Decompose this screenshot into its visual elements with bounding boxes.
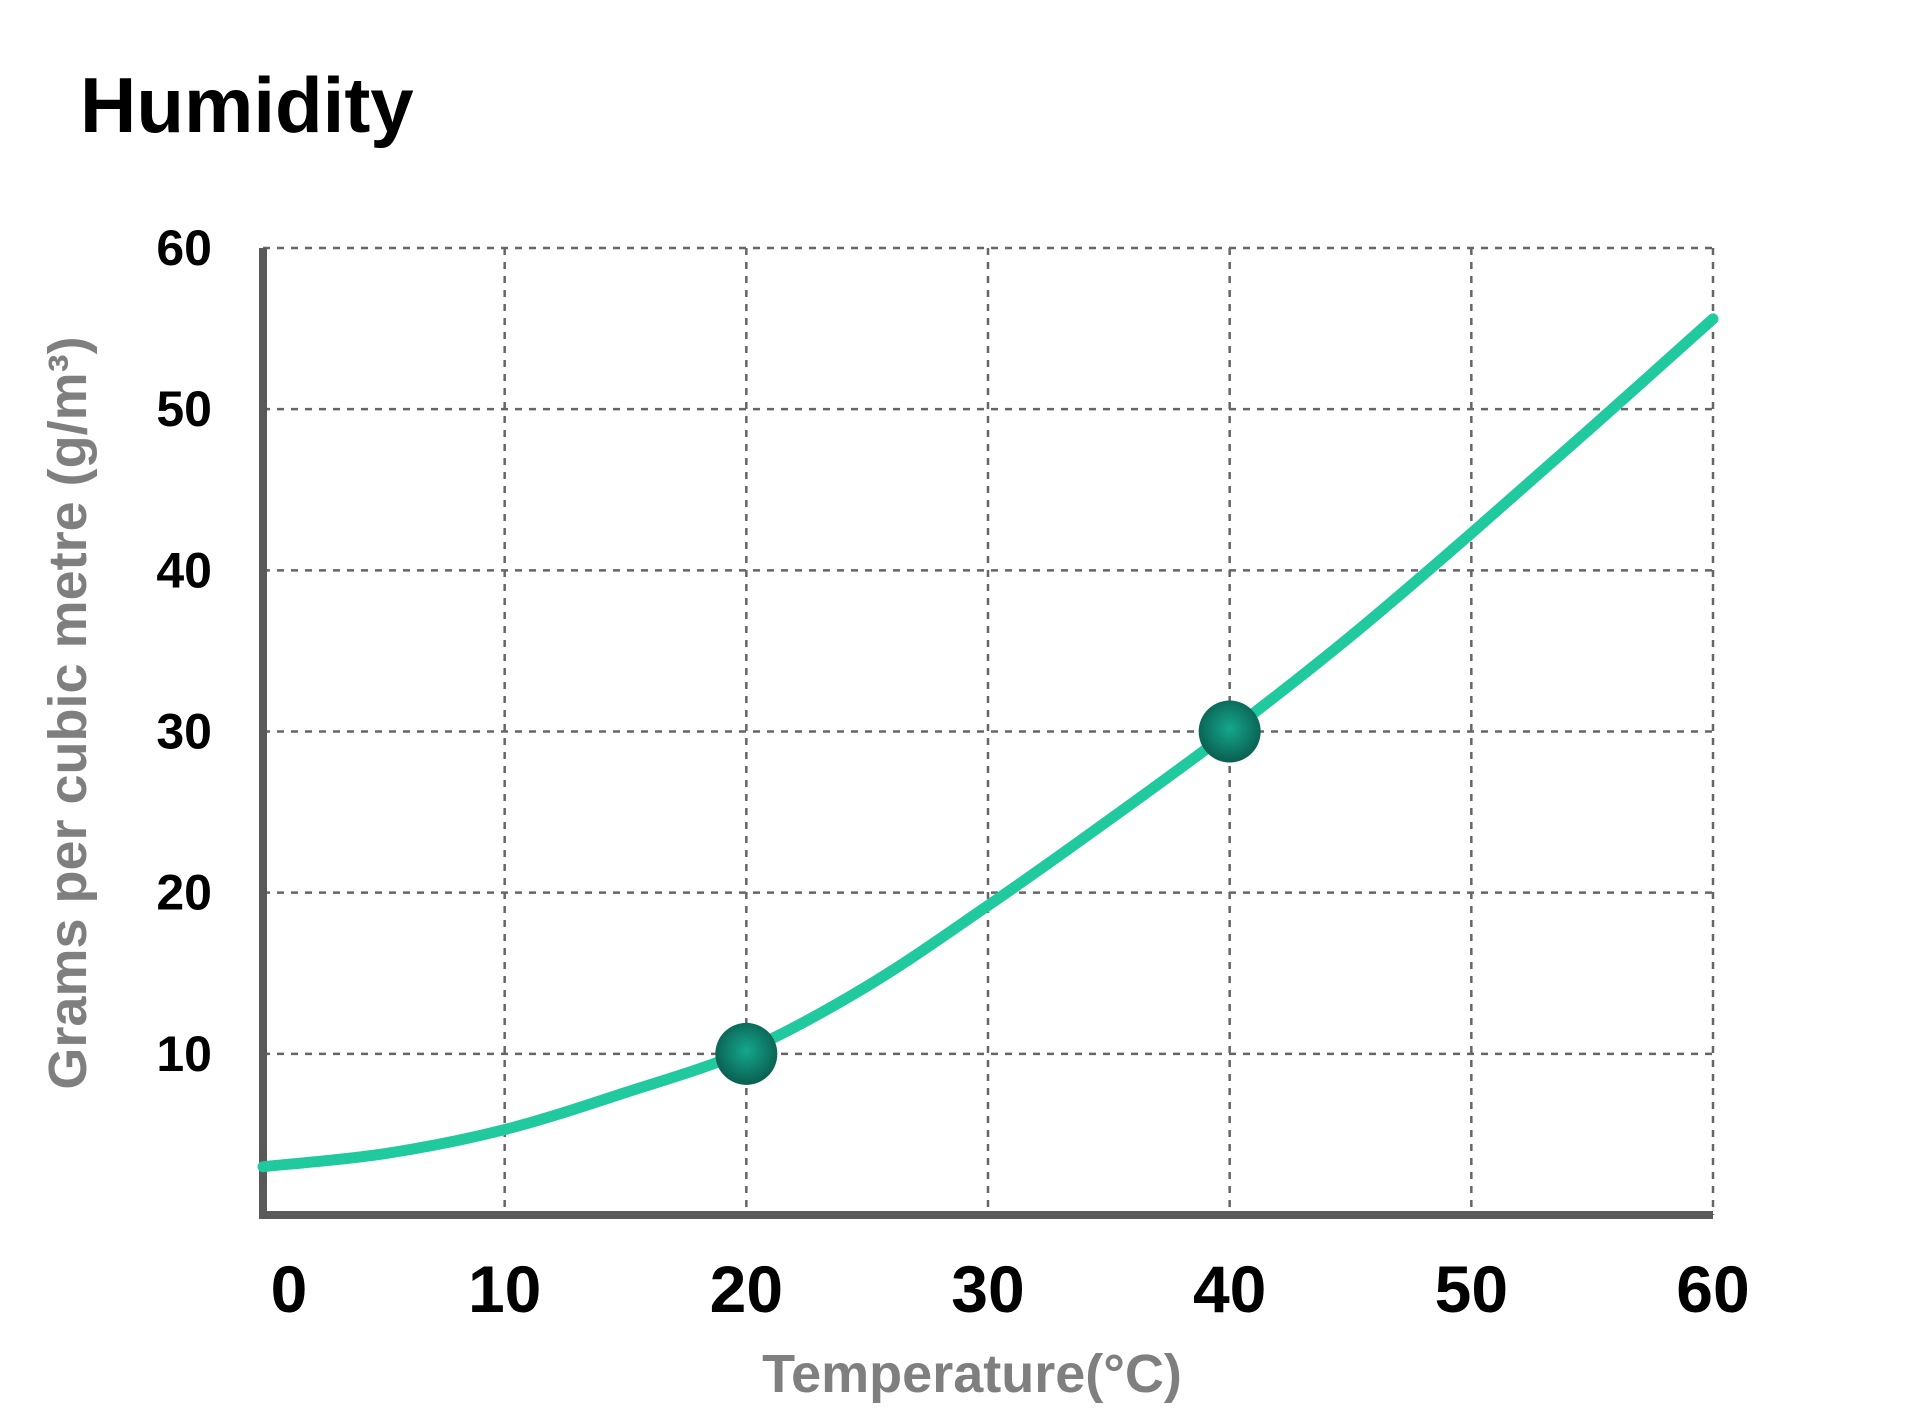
x-tick-labels: 0 10 20 30 40 50 60: [271, 1252, 1750, 1326]
x-axis-title: Temperature(°C): [762, 1344, 1182, 1404]
x-tick-label: 50: [1435, 1252, 1508, 1326]
y-axis-title: Grams per cubic metre (g/m³): [38, 336, 98, 1089]
y-tick-label: 50: [156, 381, 212, 437]
series-line: [257, 313, 1719, 1173]
x-tick-label: 0: [271, 1252, 308, 1326]
markers: [715, 700, 1261, 1085]
x-tick-label: 20: [710, 1252, 783, 1326]
y-tick-label: 40: [156, 542, 212, 598]
x-tick-label: 60: [1676, 1252, 1749, 1326]
axes: [259, 248, 1713, 1219]
data-point-marker: [715, 1022, 778, 1085]
x-tick-label: 40: [1193, 1252, 1266, 1326]
y-tick-label: 30: [156, 704, 212, 760]
y-tick-label: 20: [156, 865, 212, 921]
y-tick-label: 60: [156, 220, 212, 276]
y-tick-labels: 10 20 30 40 50 60: [156, 220, 212, 1082]
y-tick-label: 10: [156, 1026, 212, 1082]
x-tick-label: 10: [468, 1252, 541, 1326]
x-tick-label: 30: [951, 1252, 1024, 1326]
grid: [263, 246, 1715, 1215]
series: [257, 313, 1719, 1173]
data-point-marker: [1198, 700, 1261, 763]
chart-title: Humidity: [80, 61, 414, 149]
